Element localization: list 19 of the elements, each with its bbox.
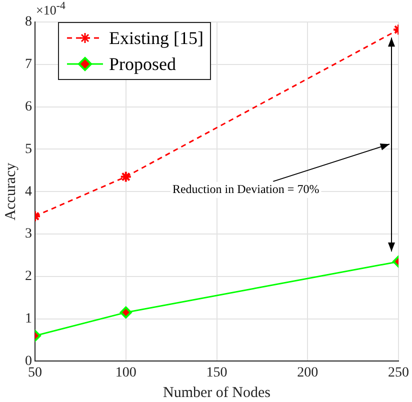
legend-label: Proposed (109, 53, 176, 76)
x-tick-label: 150 (206, 365, 228, 380)
x-tick-label: 50 (28, 365, 42, 380)
y-tick-label: 8 (25, 14, 32, 30)
y-tick-label: 2 (25, 269, 32, 284)
y-axis-title: Accuracy (2, 162, 19, 220)
x-axis-title: Number of Nodes (163, 384, 271, 401)
x-tick-label: 250 (388, 365, 409, 380)
y-tick-label: 7 (25, 57, 32, 72)
y-tick-label: 4 (25, 184, 32, 200)
x-tick-label: 200 (297, 365, 318, 380)
y-tick-label: 3 (25, 226, 32, 242)
y-tick-label: 5 (25, 142, 32, 157)
legend-label: Existing [15] (109, 27, 204, 50)
annotation: Reduction in Deviation = 70% (172, 182, 320, 196)
text: ×10$^{-4}$ (36, 0, 66, 18)
x-tick-label: 100 (115, 365, 136, 380)
y-tick-label: 1 (25, 311, 32, 326)
y-tick-label: 6 (25, 99, 32, 114)
